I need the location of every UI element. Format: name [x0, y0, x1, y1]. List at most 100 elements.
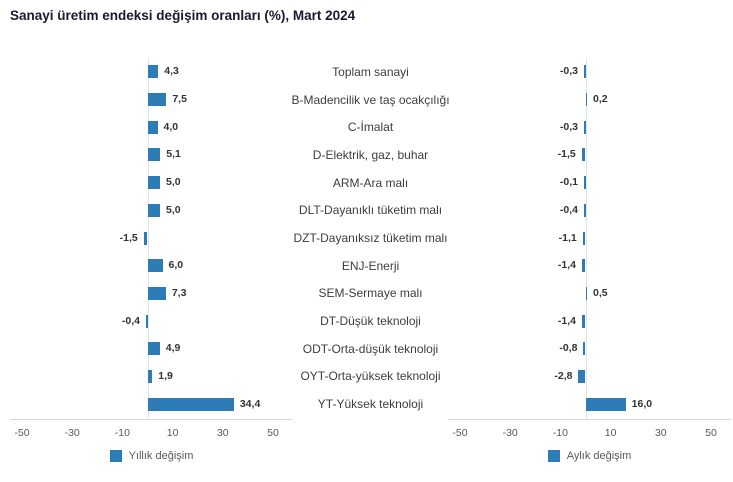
value-label: -0,4: [121, 314, 140, 327]
value-label: 5,1: [166, 148, 181, 161]
value-label: 7,3: [171, 286, 187, 299]
value-label: -0,3: [559, 120, 578, 133]
x-axis-line: [448, 419, 731, 420]
monthly-change-chart: -0,3 0,2 -0,3 -1,5 -0,1 -0,4 -1,1 -1,4 0,5 -1,4 -0…: [448, 58, 731, 450]
category-row: Toplam sanayi: [290, 58, 451, 86]
legend-swatch-icon: [109, 450, 122, 462]
x-tick-label: -50: [14, 427, 30, 439]
x-tick-label: -10: [552, 427, 568, 439]
category-row: SEM-Sermaye malı: [290, 280, 451, 308]
bar: [147, 120, 158, 134]
legend-label: Aylık değişim: [566, 450, 632, 462]
category-label: ENJ-Enerji: [341, 258, 400, 273]
value-label: 4,0: [163, 120, 179, 133]
legend-label: Yıllık değişim: [128, 450, 194, 462]
bar: [578, 369, 586, 383]
value-label: 7,5: [172, 93, 187, 106]
zero-gridline: [585, 58, 587, 419]
value-label: -1,5: [119, 231, 138, 244]
bar: [147, 65, 159, 79]
value-label: 5,0: [166, 176, 181, 189]
legend-monthly: Aylık değişim: [448, 450, 731, 462]
value-label: -0,1: [559, 176, 578, 189]
bar: [584, 203, 586, 217]
category-axis: Toplam sanayi B-Madencilik ve taş ocakçıl…: [290, 58, 451, 418]
value-label: -1,1: [558, 231, 577, 244]
value-label: -1,4: [557, 314, 576, 327]
x-tick-label: -30: [64, 427, 80, 439]
category-row: D-Elektrik, gaz, buhar: [290, 141, 451, 169]
category-row: OYT-Orta-yüksek teknoloji: [290, 363, 451, 391]
annual-change-chart: 4,3 7,5 4,0 5,1 5,0 5,0 -1,5 6,0 7,3 -0,4 4,9 1,9 34…: [10, 58, 293, 450]
category-row: DT-Düşük teknoloji: [290, 307, 451, 335]
x-tick-label: 50: [705, 427, 717, 439]
category-row: DZT-Dayanıksız tüketim malı: [290, 224, 451, 252]
x-tick-label: 50: [267, 427, 279, 439]
bar: [584, 65, 586, 79]
bar: [584, 120, 586, 134]
monthly-change-plot-area: -0,3 0,2 -0,3 -1,5 -0,1 -0,4 -1,1 -1,4 0,5 -1,4 -0…: [448, 58, 731, 439]
value-label: -0,8: [559, 342, 578, 355]
category-label: Toplam sanayi: [332, 64, 409, 79]
category-label: DZT-Dayanıksız tüketim malı: [293, 230, 448, 245]
x-tick-label: -50: [452, 427, 468, 439]
chart-title: Sanayi üretim endeksi değişim oranları (…: [10, 8, 356, 23]
x-tick-label: -30: [502, 427, 518, 439]
category-row: B-Madencilik ve taş ocakçılığı: [290, 86, 451, 114]
category-row: ENJ-Enerji: [290, 252, 451, 280]
bar: [147, 203, 161, 217]
category-row: C-İmalat: [290, 113, 451, 141]
x-tick-label: 30: [654, 427, 667, 439]
value-label: -1,5: [557, 148, 576, 161]
category-label: ARM-Ara malı: [332, 175, 409, 190]
x-tick-label: 10: [604, 427, 617, 439]
legend-annual: Yıllık değişim: [10, 450, 293, 462]
value-label: 34,4: [239, 397, 261, 410]
bar: [581, 148, 586, 162]
bar: [147, 397, 234, 411]
bar: [147, 93, 167, 107]
bar: [143, 231, 148, 245]
value-label: -0,3: [559, 65, 578, 78]
category-row: YT-Yüksek teknoloji: [290, 390, 451, 418]
bar: [147, 148, 161, 162]
category-row: DLT-Dayanıklı tüketim malı: [290, 196, 451, 224]
category-label: C-İmalat: [347, 120, 394, 135]
bar: [581, 314, 586, 328]
bar: [584, 176, 586, 190]
bar: [147, 176, 161, 190]
value-label: 4,3: [164, 65, 179, 78]
category-label: SEM-Sermaye malı: [318, 286, 423, 301]
bar: [585, 93, 587, 107]
category-row: ODT-Orta-düşük teknoloji: [290, 335, 451, 363]
x-axis-line: [10, 419, 293, 420]
value-label: 5,0: [166, 203, 181, 216]
value-label: 6,0: [168, 259, 184, 272]
category-label: DT-Düşük teknoloji: [320, 314, 421, 329]
value-label: 4,9: [165, 342, 181, 355]
value-label: 16,0: [631, 397, 653, 410]
bar: [585, 286, 587, 300]
bar: [583, 342, 586, 356]
category-label: D-Elektrik, gaz, buhar: [312, 147, 429, 162]
value-label: 1,9: [158, 369, 173, 382]
bar: [147, 259, 163, 273]
zero-gridline: [147, 58, 149, 419]
category-label: YT-Yüksek teknoloji: [317, 397, 424, 412]
x-tick-label: 10: [166, 427, 179, 439]
category-label: ODT-Orta-düşük teknoloji: [302, 341, 439, 356]
bar: [582, 231, 586, 245]
category-label: OYT-Orta-yüksek teknoloji: [300, 369, 441, 384]
bar: [147, 369, 153, 383]
value-label: -0,4: [559, 203, 578, 216]
category-row: ARM-Ara malı: [290, 169, 451, 197]
value-label: 0,5: [593, 286, 608, 299]
value-label: 0,2: [593, 93, 608, 106]
bar: [146, 314, 148, 328]
annual-change-plot-area: 4,3 7,5 4,0 5,1 5,0 5,0 -1,5 6,0 7,3 -0,4 4,9 1,9 34…: [10, 58, 293, 439]
category-label: B-Madencilik ve taş ocakçılığı: [291, 92, 450, 107]
bar: [147, 286, 166, 300]
value-label: -1,4: [557, 259, 576, 272]
bar: [581, 259, 586, 273]
